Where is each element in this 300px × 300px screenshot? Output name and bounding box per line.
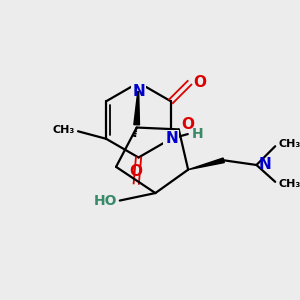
Text: CH₃: CH₃ [278,140,300,149]
Text: O: O [182,117,195,132]
Text: CH₃: CH₃ [278,179,300,189]
Text: H: H [192,127,203,141]
Text: N: N [132,85,145,100]
Text: O: O [130,164,143,179]
Text: N: N [165,131,177,146]
Text: O: O [193,75,206,90]
Polygon shape [188,158,224,170]
Text: N: N [258,158,271,172]
Text: HO: HO [94,194,117,208]
Text: CH₃: CH₃ [53,125,75,135]
Polygon shape [134,85,140,125]
Text: N: N [132,75,145,90]
Text: N: N [166,131,178,146]
